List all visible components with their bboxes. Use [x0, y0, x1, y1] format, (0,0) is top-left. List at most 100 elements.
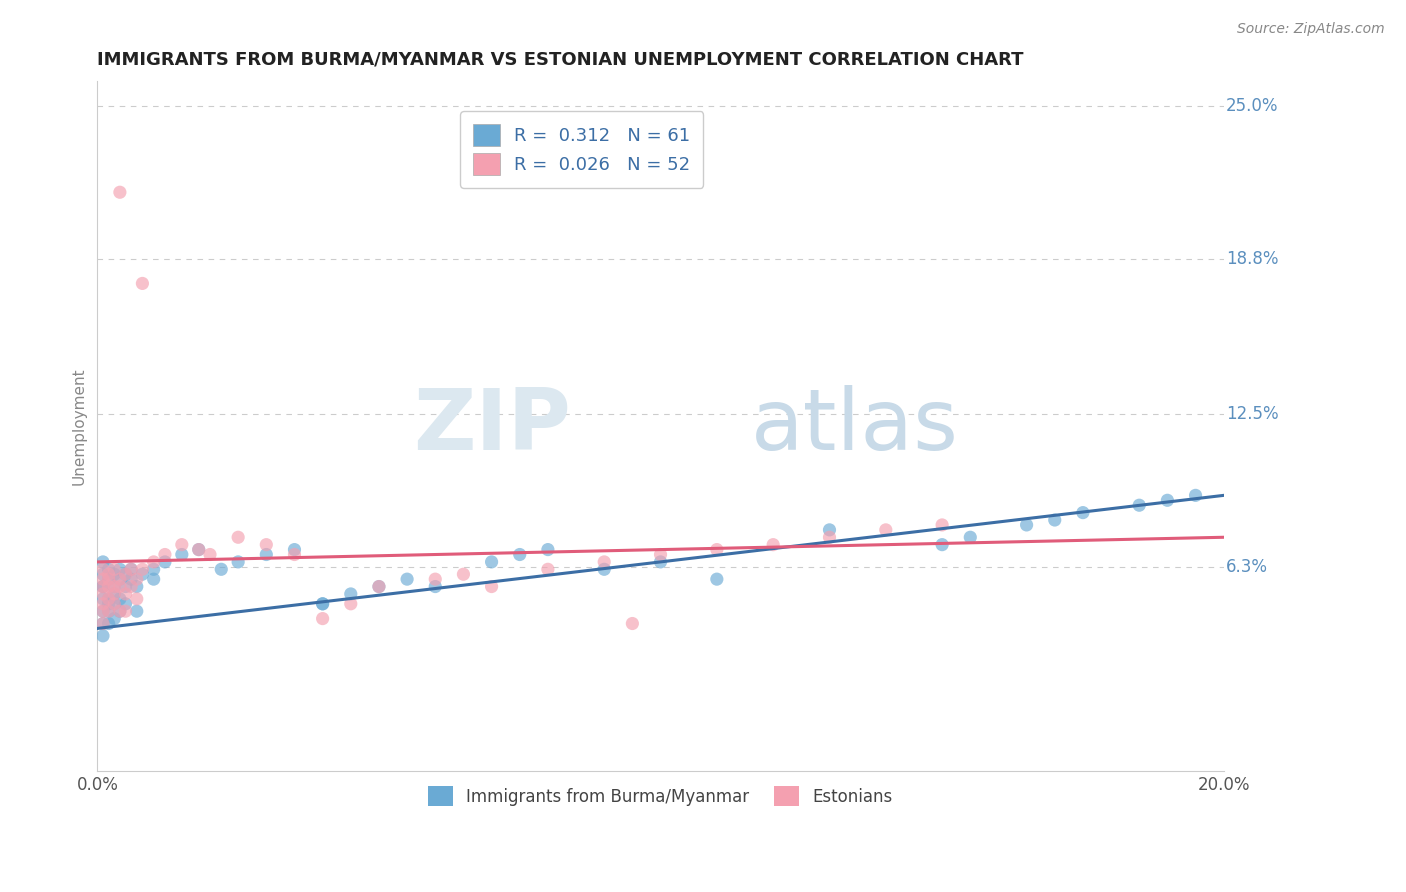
Point — [125, 580, 148, 594]
Point — [103, 562, 125, 576]
Point — [97, 562, 120, 576]
Point — [97, 567, 120, 582]
Text: atlas: atlas — [751, 384, 959, 468]
Point — [120, 580, 142, 594]
Point — [91, 604, 114, 618]
Point — [650, 548, 672, 562]
Point — [97, 604, 120, 618]
Point — [103, 580, 125, 594]
Point — [114, 567, 136, 582]
Text: 12.5%: 12.5% — [1226, 405, 1278, 423]
Point — [114, 567, 136, 582]
Point — [91, 616, 114, 631]
Text: IMMIGRANTS FROM BURMA/MYANMAR VS ESTONIAN UNEMPLOYMENT CORRELATION CHART: IMMIGRANTS FROM BURMA/MYANMAR VS ESTONIA… — [97, 51, 1024, 69]
Text: ZIP: ZIP — [413, 384, 571, 468]
Point — [706, 542, 728, 557]
Point — [97, 604, 120, 618]
Point — [1128, 498, 1150, 512]
Point — [108, 604, 131, 618]
Point — [153, 555, 176, 569]
Point — [311, 611, 333, 625]
Point — [103, 597, 125, 611]
Point — [97, 580, 120, 594]
Y-axis label: Unemployment: Unemployment — [72, 368, 86, 485]
Point — [537, 562, 560, 576]
Point — [818, 523, 841, 537]
Point — [108, 572, 131, 586]
Point — [91, 604, 114, 618]
Point — [453, 567, 475, 582]
Point — [91, 587, 114, 601]
Point — [120, 572, 142, 586]
Point — [931, 538, 953, 552]
Point — [97, 597, 120, 611]
Point — [125, 572, 148, 586]
Point — [103, 587, 125, 601]
Point — [254, 538, 277, 552]
Point — [91, 580, 114, 594]
Point — [209, 562, 232, 576]
Point — [131, 562, 153, 576]
Legend: Immigrants from Burma/Myanmar, Estonians: Immigrants from Burma/Myanmar, Estonians — [419, 778, 901, 814]
Point — [593, 555, 616, 569]
Point — [368, 580, 391, 594]
Text: 18.8%: 18.8% — [1226, 250, 1278, 268]
Point — [108, 186, 131, 200]
Point — [97, 591, 120, 606]
Point — [97, 616, 120, 631]
Point — [650, 555, 672, 569]
Point — [1184, 488, 1206, 502]
Point — [706, 572, 728, 586]
Point — [762, 538, 785, 552]
Point — [339, 587, 361, 601]
Point — [103, 567, 125, 582]
Point — [91, 572, 114, 586]
Text: Source: ZipAtlas.com: Source: ZipAtlas.com — [1237, 22, 1385, 37]
Point — [818, 530, 841, 544]
Point — [396, 572, 419, 586]
Point — [103, 611, 125, 625]
Point — [91, 597, 114, 611]
Point — [537, 542, 560, 557]
Point — [283, 542, 305, 557]
Point — [368, 580, 391, 594]
Point — [339, 597, 361, 611]
Point — [170, 548, 193, 562]
Point — [120, 562, 142, 576]
Point — [97, 572, 120, 586]
Point — [931, 517, 953, 532]
Point — [959, 530, 981, 544]
Point — [226, 555, 249, 569]
Point — [283, 548, 305, 562]
Point — [125, 604, 148, 618]
Point — [120, 562, 142, 576]
Point — [114, 587, 136, 601]
Point — [425, 572, 447, 586]
Point — [142, 555, 165, 569]
Point — [91, 616, 114, 631]
Point — [108, 591, 131, 606]
Point — [114, 604, 136, 618]
Point — [131, 567, 153, 582]
Point — [114, 597, 136, 611]
Point — [226, 530, 249, 544]
Point — [91, 555, 114, 569]
Point — [125, 591, 148, 606]
Point — [91, 580, 114, 594]
Point — [97, 572, 120, 586]
Point — [170, 538, 193, 552]
Point — [481, 580, 503, 594]
Point — [108, 580, 131, 594]
Text: 6.3%: 6.3% — [1226, 558, 1268, 576]
Point — [1156, 493, 1178, 508]
Point — [1015, 517, 1038, 532]
Point — [621, 616, 644, 631]
Point — [153, 548, 176, 562]
Text: 25.0%: 25.0% — [1226, 97, 1278, 115]
Point — [187, 542, 209, 557]
Point — [103, 587, 125, 601]
Point — [91, 580, 114, 594]
Point — [131, 277, 153, 291]
Point — [91, 629, 114, 643]
Point — [254, 548, 277, 562]
